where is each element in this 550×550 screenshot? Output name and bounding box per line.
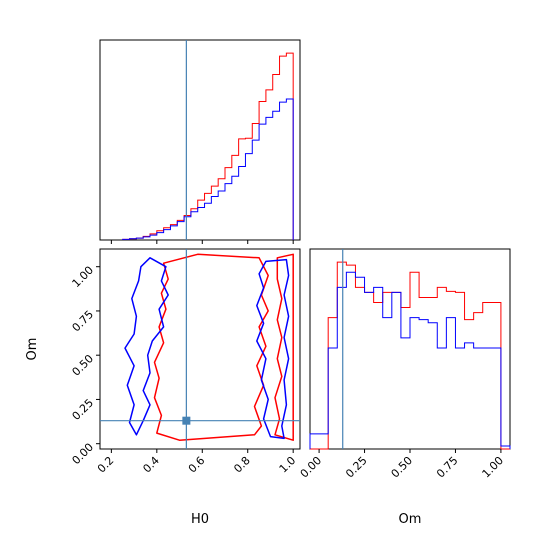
om-hist-series-blue [309, 271, 511, 449]
h0-hist-series-blue [122, 98, 294, 240]
contour-xtick-label: 1.0 [277, 454, 299, 476]
h0-histogram [122, 40, 294, 240]
h0-om-contour [100, 249, 300, 449]
contour-xtick-label: 0.2 [95, 454, 117, 476]
contour-blue-2 [124, 257, 169, 436]
om-histogram [309, 249, 511, 450]
h0-hist-series-red [122, 52, 294, 240]
contour-red-0 [153, 253, 269, 441]
contour-ytick-label: 0.25 [70, 396, 97, 423]
contour-ytick-label: 0.75 [70, 308, 97, 335]
om-hist-xtick-label: 1.00 [480, 454, 507, 481]
truth-marker [182, 416, 191, 425]
contour-xtick-label: 0.8 [231, 454, 253, 476]
contour-xtick-label: 0.6 [186, 454, 208, 476]
om-hist-xtick-label: 0.00 [298, 454, 325, 481]
x-axis-label-h0: H0 [191, 512, 209, 527]
contour-blue-3 [256, 258, 290, 440]
x-axis-label-om: Om [399, 512, 422, 527]
y-axis-label-om: Om [25, 338, 40, 361]
om-hist-xtick-label: 0.25 [343, 454, 370, 481]
om-hist-xtick-label: 0.50 [389, 454, 416, 481]
om-hist-series-red [310, 261, 510, 450]
contour-ytick-label: 0.00 [70, 441, 97, 468]
h0-hist-frame [99, 39, 301, 241]
contour-ytick-label: 1.00 [70, 264, 97, 291]
contour-frame [99, 248, 301, 450]
om-hist-xtick-label: 0.75 [434, 454, 461, 481]
contour-red-1 [274, 253, 294, 441]
contour-ytick-label: 0.50 [70, 352, 97, 379]
contour-xtick-label: 0.4 [140, 454, 162, 476]
